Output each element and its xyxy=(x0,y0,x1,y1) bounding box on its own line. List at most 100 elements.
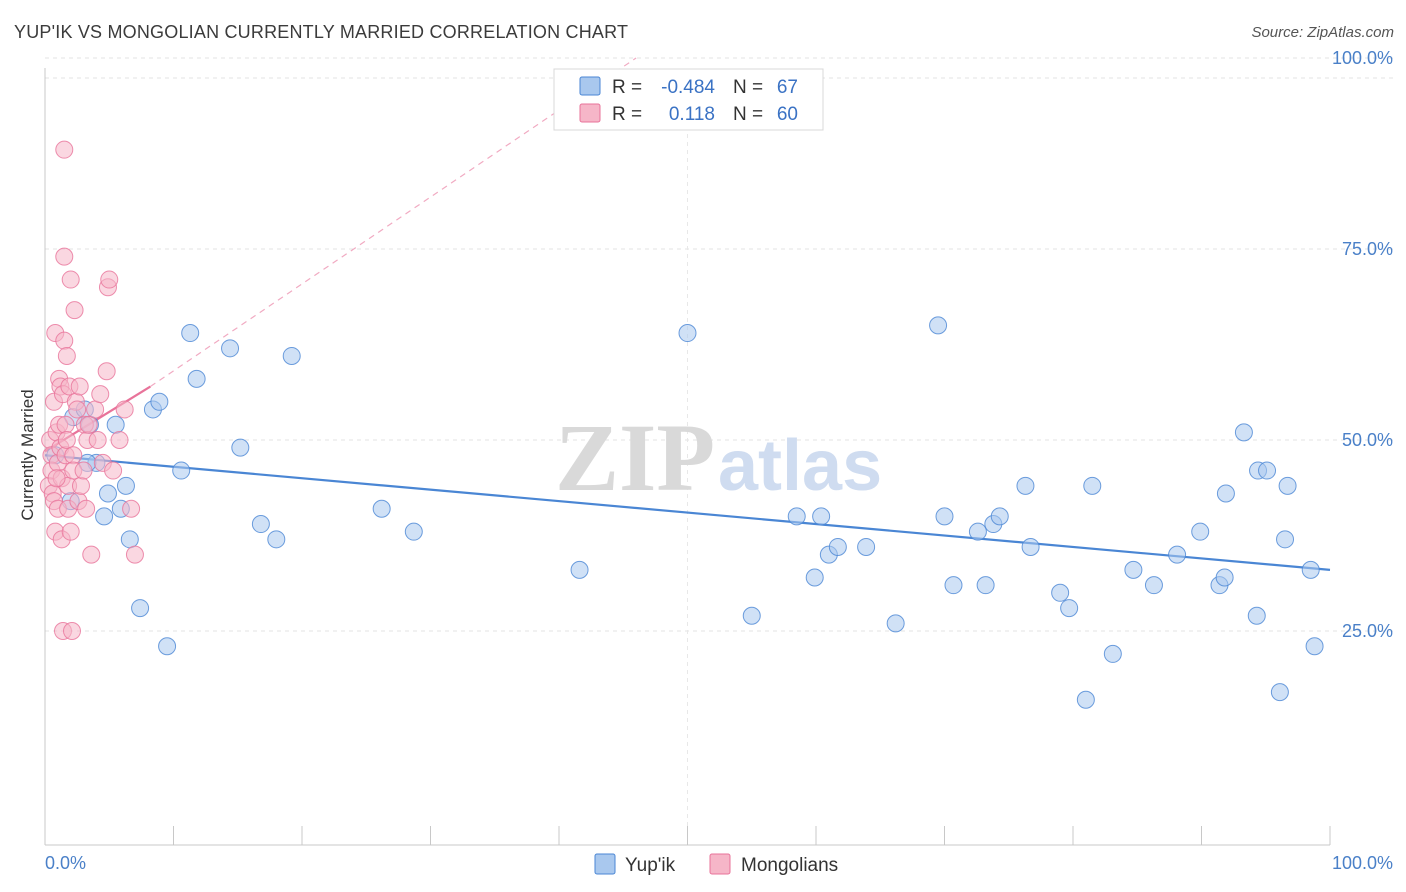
point-mongolians xyxy=(47,469,66,488)
point-yupik xyxy=(812,507,831,526)
point-mongolians xyxy=(57,346,76,365)
point-yupik xyxy=(886,614,905,633)
point-yupik xyxy=(372,499,391,518)
y-tick-label: 75.0% xyxy=(1342,239,1393,259)
point-mongolians xyxy=(122,499,141,518)
point-yupik xyxy=(98,484,117,503)
x-tick-labels: 0.0% 100.0% xyxy=(45,853,1393,873)
y-tick-label: 25.0% xyxy=(1342,621,1393,641)
point-yupik xyxy=(944,576,963,595)
point-yupik xyxy=(742,606,761,625)
legend-n-value: 67 xyxy=(777,77,798,98)
point-mongolians xyxy=(71,476,90,495)
point-mongolians xyxy=(88,431,107,449)
legend-n-value: 60 xyxy=(777,104,798,125)
point-yupik xyxy=(131,599,150,618)
legend-n-label: N = xyxy=(733,77,763,98)
bottom-legend-swatch-yupik xyxy=(594,853,616,875)
point-yupik xyxy=(1278,476,1297,495)
point-mongolians xyxy=(110,431,129,449)
point-mongolians xyxy=(77,499,96,518)
bottom-legend: Yup'ik Mongolians xyxy=(594,853,838,876)
point-yupik xyxy=(1021,537,1040,556)
point-yupik xyxy=(231,438,250,457)
source-label: Source: ZipAtlas.com xyxy=(1251,24,1394,41)
point-yupik xyxy=(1247,606,1266,625)
point-yupik xyxy=(1060,599,1079,618)
legend-n-label: N = xyxy=(733,104,763,125)
x-tick-label: 0.0% xyxy=(45,853,86,873)
point-yupik xyxy=(805,568,824,587)
point-yupik xyxy=(172,461,191,480)
point-yupik xyxy=(1234,423,1253,442)
bottom-legend-swatch-mongolians xyxy=(709,853,731,875)
point-yupik xyxy=(1276,530,1295,549)
point-yupik xyxy=(1305,637,1324,656)
point-mongolians xyxy=(125,545,144,564)
data-points xyxy=(39,140,1324,709)
x-tick-label: 100.0% xyxy=(1332,853,1393,873)
trend-line xyxy=(44,454,1331,571)
point-yupik xyxy=(976,576,995,595)
point-yupik xyxy=(1191,522,1210,541)
point-mongolians xyxy=(55,140,74,159)
point-yupik xyxy=(1016,476,1035,495)
point-mongolians xyxy=(104,461,123,480)
point-mongolians xyxy=(55,247,74,266)
chart-title: YUP'IK VS MONGOLIAN CURRENTLY MARRIED CO… xyxy=(14,22,629,42)
point-yupik xyxy=(150,392,169,411)
y-tick-label: 50.0% xyxy=(1342,430,1393,450)
point-yupik xyxy=(678,324,697,343)
y-tick-label: 100.0% xyxy=(1332,48,1393,68)
point-yupik xyxy=(1083,476,1102,495)
point-mongolians xyxy=(91,385,110,404)
point-yupik xyxy=(1216,484,1235,503)
point-mongolians xyxy=(64,446,83,465)
point-yupik xyxy=(404,522,423,541)
point-yupik xyxy=(1258,461,1277,480)
legend-swatch-mongolians xyxy=(579,103,601,123)
point-yupik xyxy=(221,339,240,358)
point-yupik xyxy=(787,507,806,526)
point-yupik xyxy=(570,560,589,579)
point-mongolians xyxy=(65,301,84,320)
point-mongolians xyxy=(70,377,89,396)
point-mongolians xyxy=(86,400,105,419)
watermark-zip: ZIP xyxy=(555,404,715,511)
bottom-legend-label-yupik: Yup'ik xyxy=(625,855,676,876)
point-mongolians xyxy=(61,522,80,541)
point-mongolians xyxy=(62,622,81,640)
point-yupik xyxy=(1144,576,1163,595)
point-mongolians xyxy=(56,415,75,434)
watermark: ZIP atlas xyxy=(555,404,882,511)
legend-r-value: -0.484 xyxy=(661,77,715,98)
point-mongolians xyxy=(82,545,101,564)
point-yupik xyxy=(828,537,847,556)
point-yupik xyxy=(857,537,876,556)
point-yupik xyxy=(1168,545,1187,564)
legend-r-value: 0.118 xyxy=(669,104,715,125)
legend: R = -0.484 N = 67 R = 0.118 N = 60 xyxy=(553,68,824,131)
point-yupik xyxy=(1215,568,1234,587)
point-mongolians xyxy=(57,431,76,449)
legend-r-label: R = xyxy=(612,77,642,98)
point-yupik xyxy=(158,637,177,656)
point-yupik xyxy=(181,324,200,343)
legend-r-label: R = xyxy=(612,104,642,125)
point-mongolians xyxy=(79,415,98,434)
point-yupik xyxy=(251,515,270,534)
point-yupik xyxy=(929,316,948,335)
point-yupik xyxy=(968,522,987,541)
legend-swatch-yupik xyxy=(579,76,601,96)
point-yupik xyxy=(990,507,1009,526)
point-mongolians xyxy=(68,400,87,419)
point-yupik xyxy=(282,346,301,365)
point-yupik xyxy=(116,476,135,495)
point-yupik xyxy=(106,415,125,434)
point-yupik xyxy=(95,507,114,526)
point-yupik xyxy=(1051,583,1070,602)
point-mongolians xyxy=(100,270,119,289)
watermark-atlas: atlas xyxy=(718,426,882,506)
point-yupik xyxy=(935,507,954,526)
